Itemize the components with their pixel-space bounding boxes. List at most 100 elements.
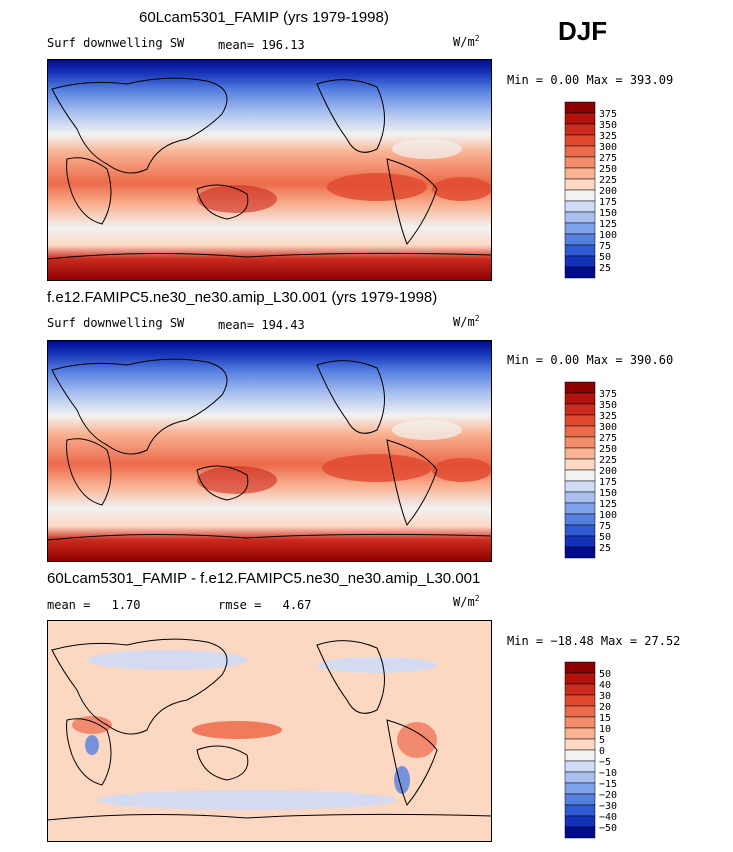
colorbar-tick-label: 100 — [599, 510, 617, 521]
colorbar-swatch — [564, 535, 596, 548]
colorbar-swatch — [564, 826, 596, 839]
map-frame — [47, 340, 492, 562]
colorbar-tick-label: 375 — [599, 389, 617, 400]
field-feature — [432, 458, 492, 482]
colorbar-swatch — [564, 760, 596, 773]
colorbar-swatch — [564, 727, 596, 740]
colorbar-tick-label: −5 — [599, 757, 611, 768]
colorbar-swatch — [564, 661, 596, 674]
colorbar-swatch — [564, 771, 596, 784]
colorbar-swatch — [564, 436, 596, 449]
colorbar-swatch — [564, 244, 596, 257]
colorbar-tick-label: 10 — [599, 724, 611, 735]
colorbar-tick-label: −40 — [599, 812, 617, 823]
coastlines — [47, 638, 492, 821]
units-exponent: 2 — [474, 594, 480, 603]
panel-title: 60Lcam5301_FAMIP (yrs 1979-1998) — [139, 9, 389, 26]
mean-stat: mean= 194.43 — [218, 318, 305, 332]
mean-stat: mean= 196.13 — [218, 38, 305, 52]
colorbar-tick-label: 25 — [599, 263, 611, 274]
mean-value: 1.70 — [111, 598, 141, 612]
colorbar-swatch — [564, 793, 596, 806]
field-feature — [394, 766, 410, 794]
min-max-label: Min = 0.00 Max = 393.09 — [507, 73, 674, 87]
colorbar-swatch — [564, 447, 596, 460]
mean-label: mean= — [218, 38, 255, 52]
colorbar-swatch — [564, 705, 596, 718]
colorbar: 3753503253002752502252001751501251007550… — [564, 381, 617, 559]
colorbar-swatch — [564, 782, 596, 795]
colorbar-tick-label: 225 — [599, 455, 617, 466]
map-plot — [47, 340, 492, 562]
units-base: W/m — [453, 35, 475, 49]
field-background — [47, 340, 492, 562]
colorbar-tick-label: 25 — [599, 543, 611, 554]
colorbar-swatch — [564, 403, 596, 416]
colorbar-swatch — [564, 683, 596, 696]
rmse-stat: rmse = 4.67 — [218, 598, 312, 612]
rmse-label: rmse = — [218, 598, 262, 612]
colorbar-tick-label: −15 — [599, 779, 617, 790]
coastlines — [47, 77, 492, 260]
rmse-value: 4.67 — [282, 598, 312, 612]
field-feature — [322, 454, 432, 482]
panel-title: 60Lcam5301_FAMIP - f.e12.FAMIPC5.ne30_ne… — [47, 570, 481, 587]
colorbar-tick-label: 150 — [599, 488, 617, 499]
colorbar-swatch — [564, 189, 596, 202]
field-feature — [87, 650, 247, 670]
colorbar-swatch — [564, 815, 596, 828]
colorbar-tick-label: 5 — [599, 735, 605, 746]
colorbar-swatch — [564, 145, 596, 158]
colorbar-swatch — [564, 480, 596, 493]
units-exponent: 2 — [474, 34, 480, 43]
field-feature — [97, 790, 397, 810]
field-feature — [85, 735, 99, 755]
colorbar-tick-label: −50 — [599, 823, 617, 834]
colorbar-tick-label: 50 — [599, 669, 611, 680]
colorbar-swatch — [564, 392, 596, 405]
map-plot — [47, 59, 492, 281]
units-label: W/m2 — [453, 594, 480, 609]
colorbar-swatch — [564, 749, 596, 762]
colorbar-tick-label: 175 — [599, 197, 617, 208]
colorbar-tick-label: 50 — [599, 252, 611, 263]
colorbar-swatch — [564, 546, 596, 559]
coastlines — [47, 358, 492, 541]
colorbar-swatch — [564, 167, 596, 180]
colorbar-tick-label: 150 — [599, 208, 617, 219]
colorbar-swatch — [564, 502, 596, 515]
mean-value: 194.43 — [261, 318, 305, 332]
colorbar-tick-label: 350 — [599, 120, 617, 131]
colorbar-tick-label: 200 — [599, 186, 617, 197]
colorbar-tick-label: 175 — [599, 477, 617, 488]
colorbar-swatch — [564, 672, 596, 685]
colorbar-tick-label: 375 — [599, 109, 617, 120]
units-label: W/m2 — [453, 314, 480, 329]
colorbar-tick-label: 250 — [599, 164, 617, 175]
field-feature — [317, 657, 437, 673]
map-plot — [47, 620, 492, 842]
colorbar-tick-label: 325 — [599, 131, 617, 142]
map-frame — [47, 59, 492, 281]
min-max-label: Min = −18.48 Max = 27.52 — [507, 634, 681, 648]
field-feature — [397, 722, 437, 758]
colorbar-tick-label: 325 — [599, 411, 617, 422]
colorbar-swatch — [564, 524, 596, 537]
colorbar-tick-label: 125 — [599, 219, 617, 230]
colorbar-swatch — [564, 491, 596, 504]
colorbar-swatch — [564, 804, 596, 817]
colorbar-tick-label: −30 — [599, 801, 617, 812]
colorbar-tick-label: 250 — [599, 444, 617, 455]
colorbar-swatch — [564, 513, 596, 526]
field-feature — [392, 420, 462, 440]
colorbar-tick-label: 275 — [599, 433, 617, 444]
field-feature — [432, 177, 492, 201]
field-feature — [197, 466, 277, 494]
mean-stat: mean = 1.70 — [47, 598, 141, 612]
colorbar-swatch — [564, 112, 596, 125]
mean-label: mean = — [47, 598, 91, 612]
colorbar-swatch — [564, 134, 596, 147]
map-frame — [47, 620, 492, 842]
colorbar-swatch — [564, 266, 596, 279]
